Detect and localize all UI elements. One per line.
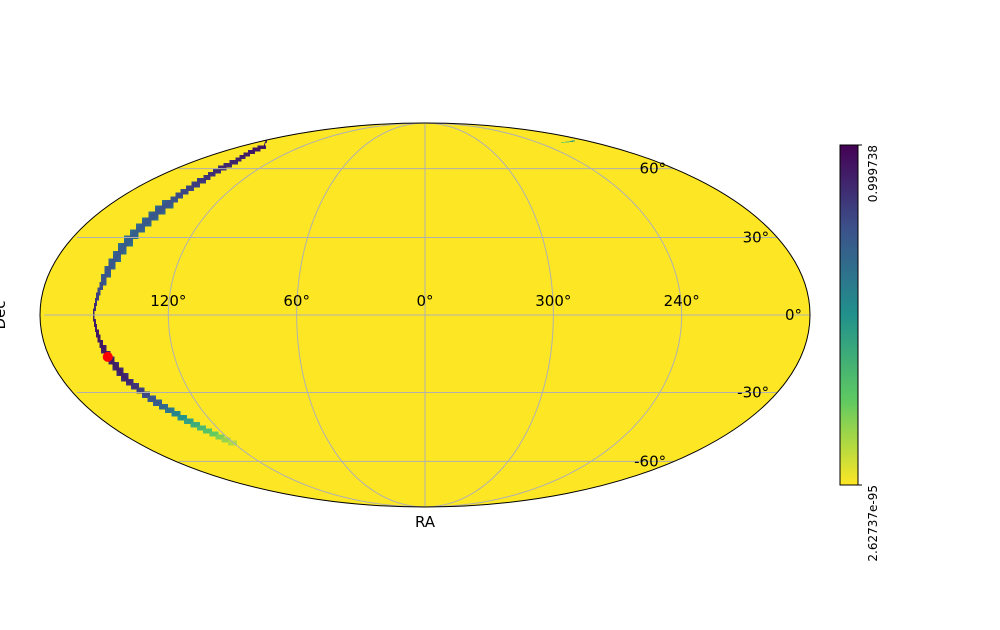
ra-tick-label: 60°	[283, 292, 310, 310]
source-marker-layer	[102, 351, 113, 362]
ra-tick-label: 240°	[664, 292, 700, 310]
x-axis-label: RA	[415, 513, 436, 531]
ra-tick-labels: 120° 60° 0° 300° 240°	[150, 292, 699, 310]
y-axis-label: Dec	[0, 300, 9, 329]
grid-meridian	[424, 123, 554, 507]
ra-tick-label: 300°	[535, 292, 571, 310]
colorbar-gradient	[839, 144, 859, 486]
ra-tick-label: 0°	[416, 292, 433, 310]
source-marker	[102, 351, 113, 362]
sky-boundary	[39, 122, 811, 508]
dec-tick-label: 0°	[785, 306, 802, 324]
grid-meridian	[167, 123, 426, 507]
grid-meridian	[296, 123, 426, 507]
ra-tick-label: 120°	[150, 292, 186, 310]
colorbar-min-label: 2.62737e-95	[866, 485, 880, 562]
dec-tick-labels: 60° 30° 0° -30° -60°	[634, 160, 802, 471]
colorbar: 0.999738 2.62737e-95	[839, 144, 880, 562]
dec-tick-label: -30°	[737, 384, 769, 402]
graticule-grid	[44, 123, 810, 507]
colorbar-max-label: 0.999738	[866, 145, 880, 202]
dec-tick-label: 30°	[743, 228, 770, 246]
dec-tick-label: -60°	[634, 452, 666, 470]
dec-tick-label: 60°	[640, 160, 667, 178]
grid-meridian	[424, 123, 683, 507]
